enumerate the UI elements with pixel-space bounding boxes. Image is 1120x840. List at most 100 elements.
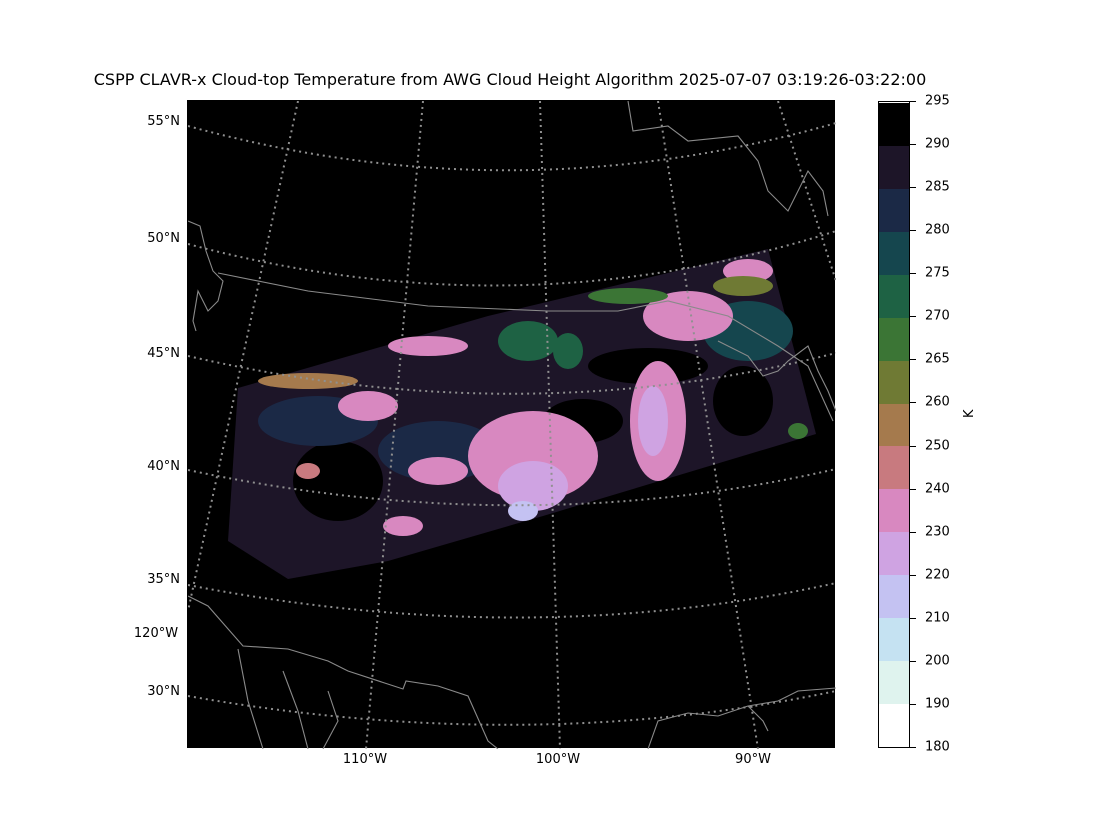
cloud-region	[378, 421, 498, 481]
cloud-region	[508, 501, 538, 521]
cloud-region	[643, 291, 733, 341]
us-mexico-border	[188, 595, 499, 749]
lat-label-40n: 40°N	[147, 459, 180, 474]
cloud-region	[388, 336, 468, 356]
cloud-region	[383, 516, 423, 536]
colorbar-tick-label: 260	[925, 394, 950, 410]
colorbar-tick	[910, 187, 916, 189]
cloud-region	[498, 461, 568, 511]
colorbar-tick-label: 275	[925, 265, 950, 281]
gulf-coast	[647, 687, 836, 749]
colorbar-tick	[910, 747, 916, 748]
colorbar-segment	[879, 703, 909, 747]
map-panel	[187, 100, 836, 749]
meridian-110w	[365, 101, 424, 749]
colorbar-segment	[879, 403, 909, 447]
colorbar-tick-label: 220	[925, 567, 950, 583]
cloud-swath	[228, 249, 816, 579]
colorbar-segment	[879, 274, 909, 318]
colorbar-tick-label: 265	[925, 351, 950, 367]
colorbar-tick	[910, 660, 916, 662]
cloud-region	[588, 288, 668, 304]
colorbar-segment	[879, 102, 909, 146]
great-lakes	[717, 340, 836, 412]
boundaries	[188, 101, 836, 749]
colorbar-unit-label: K	[962, 409, 977, 418]
us-canada-border	[217, 272, 834, 422]
map-title: CSPP CLAVR-x Cloud-top Temperature from …	[93, 70, 927, 89]
cloud-region	[338, 391, 398, 421]
meridian-100w	[539, 101, 561, 749]
colorbar-tick-label: 250	[925, 438, 950, 454]
colorbar-tick-label: 230	[925, 524, 950, 540]
cloud-region	[498, 321, 558, 361]
cloud-region	[553, 333, 583, 369]
graticule	[188, 101, 836, 749]
colorbar-segment	[879, 231, 909, 275]
colorbar-segment	[879, 660, 909, 705]
parallel-35n	[188, 582, 836, 619]
colorbar-tick	[910, 488, 916, 490]
clear-area	[713, 366, 773, 436]
colorbar-tick	[910, 574, 916, 576]
colorbar-segment	[879, 317, 909, 361]
colorbar-segment	[879, 617, 909, 662]
lat-label-50n: 50°N	[147, 231, 180, 246]
colorbar-tick-label: 295	[925, 93, 950, 109]
colorbar-tick-label: 285	[925, 179, 950, 195]
colorbar-tick-label: 290	[925, 136, 950, 152]
parallel-40n	[188, 468, 836, 507]
florida	[747, 705, 769, 732]
lon-label-90w: 90°W	[735, 752, 771, 767]
colorbar-tick	[910, 273, 916, 275]
lon-label-100w: 100°W	[535, 752, 581, 767]
colorbar-tick-label: 190	[925, 696, 950, 712]
pacific-coast	[188, 220, 224, 332]
colorbar-segment	[879, 445, 909, 490]
colorbar-tick	[910, 144, 916, 146]
colorbar-tick-label: 180	[925, 739, 950, 755]
map-canvas	[188, 101, 836, 749]
mexico-coast	[237, 648, 339, 749]
colorbar-tick	[910, 230, 916, 232]
colorbar-segment	[879, 488, 909, 533]
cloud-region	[713, 276, 773, 296]
cloud-region	[408, 457, 468, 485]
lat-label-35n: 35°N	[147, 572, 180, 587]
colorbar-tick	[910, 617, 916, 619]
colorbar	[878, 101, 910, 748]
lat-label-55n: 55°N	[147, 114, 180, 129]
colorbar-segment	[879, 145, 909, 189]
colorbar-tick-label: 280	[925, 222, 950, 238]
colorbar-tick-label: 210	[925, 610, 950, 626]
colorbar-tick	[910, 359, 916, 361]
cloud-region	[788, 423, 808, 439]
colorbar-tick-label: 240	[925, 481, 950, 497]
parallel-55n	[188, 122, 836, 172]
parallel-50n	[188, 230, 836, 287]
lon-label-120w: 120°W	[133, 626, 179, 641]
colorbar-tick	[910, 101, 916, 102]
colorbar-segment	[879, 531, 909, 576]
colorbar-tick	[910, 531, 916, 533]
colorbar-segment	[879, 188, 909, 232]
hudson-bay-coast	[627, 101, 829, 217]
colorbar-tick	[910, 316, 916, 318]
colorbar-tick	[910, 445, 916, 447]
lat-label-30n: 30°N	[147, 684, 180, 699]
cloud-region	[296, 463, 320, 479]
colorbar-segment	[879, 360, 909, 404]
cloud-region	[258, 373, 358, 389]
clear-area	[293, 441, 383, 521]
lon-label-110w: 110°W	[342, 752, 388, 767]
lat-label-45n: 45°N	[147, 346, 180, 361]
colorbar-tick-label: 200	[925, 653, 950, 669]
colorbar-tick-label: 270	[925, 308, 950, 324]
meridian-90w	[657, 101, 759, 749]
parallel-30n	[188, 690, 836, 726]
colorbar-segment	[879, 574, 909, 619]
cloud-region	[638, 386, 668, 456]
colorbar-tick	[910, 402, 916, 404]
meridian-80w	[777, 101, 836, 282]
colorbar-tick	[910, 703, 916, 705]
